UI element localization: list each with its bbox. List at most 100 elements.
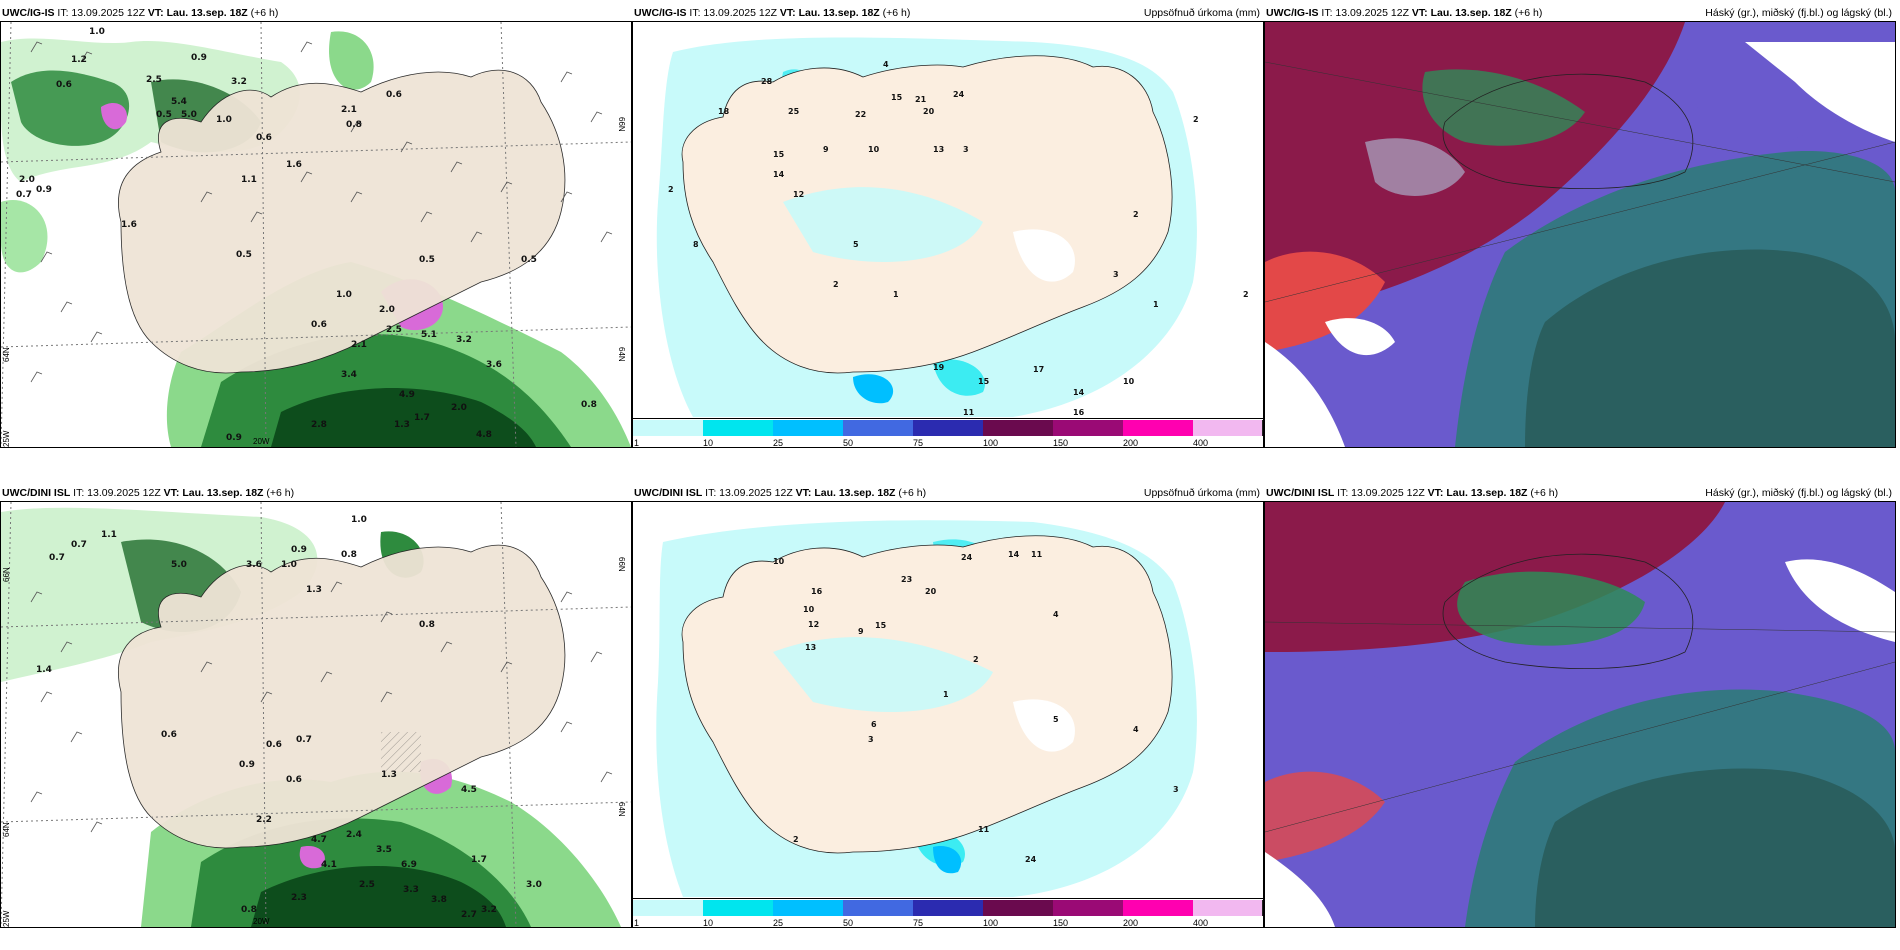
value-label: 14 [773,170,785,179]
contour-label: 1.3 [381,770,397,780]
colorbar-swatch [913,420,984,436]
contour-label: 4.1 [321,860,337,870]
contour-label: 3.2 [231,77,247,87]
product-title: Háský (gr.), miðský (fj.bl.) og lágský (… [1705,487,1892,499]
value-label: 2 [793,835,799,844]
value-label: 11 [1031,550,1043,559]
wind-barbs [30,41,613,383]
contour-label: 0.8 [241,905,257,915]
value-label: 2 [1193,115,1199,124]
value-label: 17 [1033,365,1044,374]
colorbar-swatch [703,420,774,436]
colorbar-tick: 100 [983,438,999,448]
value-label: 16 [1073,408,1085,417]
value-label: 9 [823,145,829,154]
value-label: 15 [891,93,903,102]
lon-label: 20W [253,917,270,926]
model-name: UWC/IG-IS [634,7,687,19]
value-label: 9 [858,627,864,636]
contour-label: 1.0 [351,515,367,525]
map-frame: 10 16 23 20 24 14 11 15 12 13 10 9 4 2 3… [632,501,1264,928]
lat-label: 66N [617,117,626,132]
contour-label: 0.9 [239,760,255,770]
contour-label: 3.2 [481,905,497,915]
valid-time: Lau. 13.sep. 18Z [166,7,248,19]
value-label: 1 [943,690,949,699]
cloud-cover-map [1265,502,1895,927]
colorbar-tick: 200 [1123,438,1139,448]
value-label: 11 [963,408,975,417]
product-title: Háský (gr.), miðský (fj.bl.) og lágský (… [1705,7,1892,19]
lead-time: (+6 h) [266,487,295,499]
contour-label: 1.7 [471,855,487,865]
colorbar-swatch [773,900,844,916]
contour-label: 4.7 [311,835,327,845]
contour-label: 4.8 [476,430,492,440]
colorbar-swatch [1123,420,1194,436]
contour-label: 0.6 [311,320,327,330]
contour-label: 0.7 [49,553,65,563]
contour-label: 0.9 [226,433,242,443]
init-time: IT: 13.09.2025 12Z [57,7,145,19]
value-label: 3 [868,735,874,744]
contour-label: 6.9 [401,860,417,870]
value-label: 24 [953,90,965,99]
valid-time: Lau. 13.sep. 18Z [182,487,264,499]
contour-label: 1.0 [89,27,105,37]
panel-accum-precip-top: UWC/IG-IS IT: 13.09.2025 12Z VT: Lau. 13… [632,0,1264,448]
contour-label: 1.1 [241,175,257,185]
contour-label: 3.2 [456,335,472,345]
value-label: 10 [773,557,785,566]
value-label: 3 [1173,785,1179,794]
product-title: Uppsöfnuð úrkoma (mm) [1143,7,1260,19]
colorbar-swatch [843,420,914,436]
contour-label: 5.0 [181,110,197,120]
panel-accum-precip-bottom: UWC/DINI ISL IT: 13.09.2025 12Z VT: Lau.… [632,480,1264,928]
lead-time: (+6 h) [1514,7,1543,19]
colorbar-swatch [1193,900,1263,916]
valid-label: VT: [779,7,796,19]
value-label: 10 [803,605,815,614]
colorbar-tick: 150 [1053,918,1069,928]
colorbar-swatch [1193,420,1263,436]
value-label: 19 [933,363,945,372]
init-time: IT: 13.09.2025 12Z [1337,487,1425,499]
colorbar-tick: 100 [983,918,999,928]
contour-label: 2.1 [351,340,367,350]
contour-label: 3.4 [341,370,357,380]
lead-time: (+6 h) [882,7,911,19]
contour-label: 3.6 [486,360,502,370]
value-label: 14 [1008,550,1020,559]
value-label: 6 [871,720,877,729]
panel-header: UWC/IG-IS IT: 13.09.2025 12Z VT: Lau. 13… [1266,6,1894,20]
colorbar: 1 10 25 50 75 100 150 200 400 [633,898,1263,927]
colorbar-tick: 25 [773,918,784,928]
contour-label: 2.5 [146,75,162,85]
value-label: 15 [978,377,990,386]
map-frame: 28 25 22 15 21 24 20 18 15 14 12 8 4 2 3… [632,21,1264,448]
value-label: 5 [853,240,859,249]
contour-label: 1.2 [71,55,87,65]
colorbar-tick: 200 [1123,918,1139,928]
contour-label: 0.9 [191,53,207,63]
contour-label: 0.9 [291,545,307,555]
contour-label: 2.0 [379,305,395,315]
valid-label: VT: [147,7,164,19]
value-label: 2 [1243,290,1249,299]
contour-label: 1.6 [286,160,302,170]
contour-label: 3.6 [246,560,262,570]
valid-time: Lau. 13.sep. 18Z [1430,7,1512,19]
colorbar: 1 10 25 50 75 100 150 200 400 [633,418,1263,447]
value-label: 13 [933,145,944,154]
init-time: IT: 13.09.2025 12Z [73,487,161,499]
colorbar-swatch [773,420,844,436]
contour-label: 0.6 [266,740,282,750]
panel-temp-top: UWC/IG-IS IT: 13.09.2025 12Z VT: Lau. 13… [0,0,632,448]
value-label: 18 [718,107,730,116]
lat-label: 64N [617,802,626,817]
contour-label: 2.2 [256,815,272,825]
colorbar-tick: 50 [843,918,854,928]
colorbar-tick: 150 [1053,438,1069,448]
value-label: 11 [978,825,990,834]
value-label: 3 [1113,270,1119,279]
